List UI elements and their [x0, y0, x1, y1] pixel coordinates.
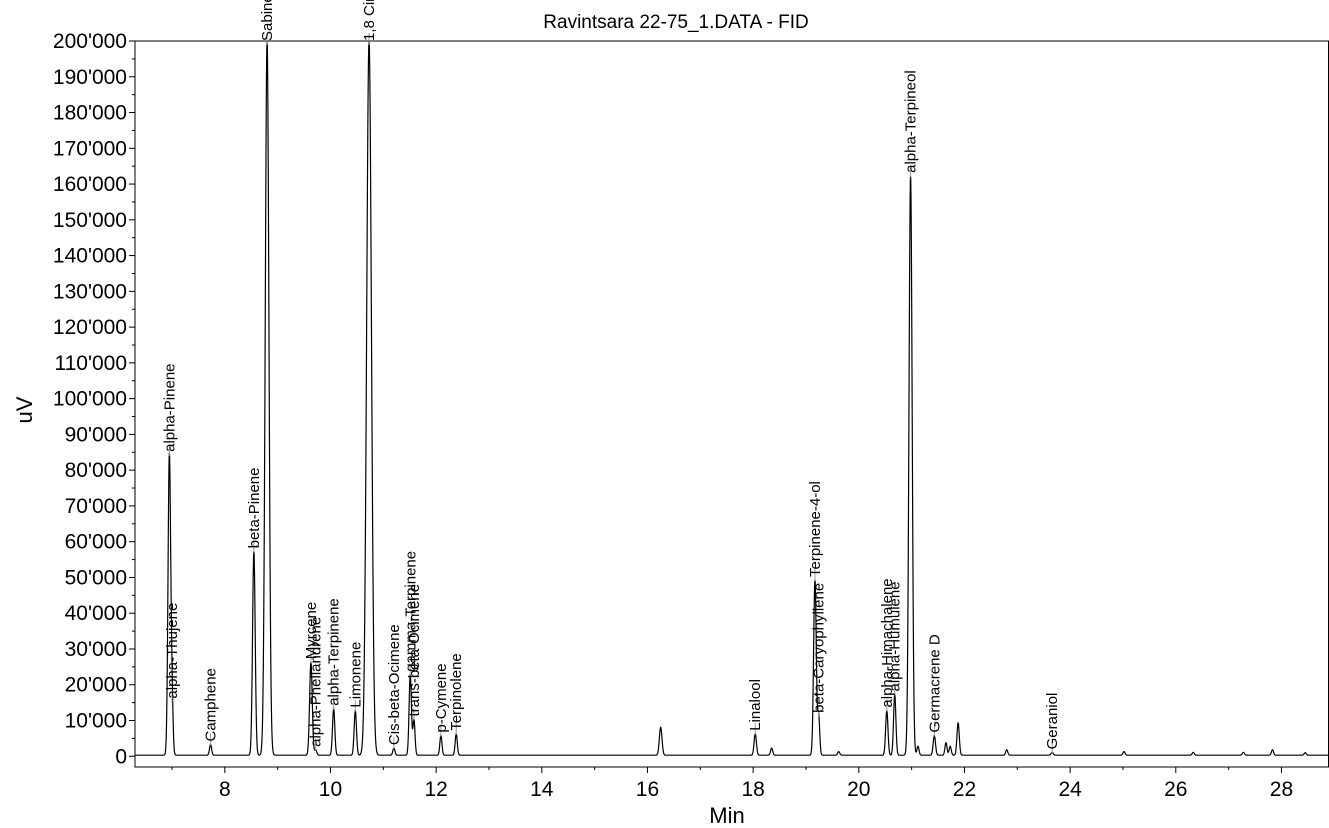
peak-label: beta-Caryophyllene: [811, 583, 828, 713]
peak-label: trans-beta-Ocimene: [406, 584, 423, 717]
peak-label: Linalool: [747, 679, 764, 731]
y-tick-label: 130'000: [53, 280, 127, 303]
y-tick-label: 60'000: [65, 531, 127, 554]
peak-label: gamma-Terpinene: [402, 551, 419, 672]
y-tick-label: 120'000: [53, 316, 127, 339]
y-tick-label: 140'000: [53, 245, 127, 268]
peak-label: alpha-Thujene: [164, 603, 181, 699]
x-tick-label: 14: [530, 778, 554, 801]
y-axis-ticks: 0 10'000 20'000 30'000 40'000 50'000 60'000 70'…: [53, 30, 135, 768]
x-tick-label: 24: [1058, 778, 1082, 801]
x-tick-label: 28: [1270, 778, 1293, 801]
peak-label: alpha-Himachalene: [879, 578, 896, 707]
peak-label: Germacrene D: [926, 634, 943, 733]
y-tick-label: 40'000: [65, 602, 127, 625]
peak-label: Cis-beta-Ocimene: [386, 624, 403, 745]
x-tick-label: 22: [953, 778, 976, 801]
peak-markers: [168, 33, 1053, 754]
peak-label: alpha-Terpinene: [326, 598, 343, 706]
peak-labels: alpha-Pinene alpha-Thujene Camphene beta-Pi…: [161, 0, 1061, 749]
peak-label: alpha-Humulene: [887, 581, 904, 691]
peak-label: alpha-Pinene: [161, 363, 178, 451]
y-tick-label: 0: [115, 745, 127, 768]
y-axis-label: uV: [12, 396, 37, 423]
y-tick-label: 90'000: [65, 423, 127, 446]
plot-area: alpha-Pinene alpha-Thujene Camphene beta-Pi…: [134, 0, 1329, 768]
chromatogram-trace: [135, 40, 1329, 756]
peak-label: Limonene: [347, 642, 364, 708]
y-tick-label: 10'000: [65, 710, 127, 733]
x-tick-label: 16: [636, 778, 659, 801]
y-tick-label: 150'000: [53, 209, 127, 232]
x-tick-label: 8: [219, 778, 231, 801]
x-tick-label: 10: [319, 778, 342, 801]
y-tick-label: 20'000: [65, 674, 127, 697]
x-tick-label: 12: [424, 778, 447, 801]
y-tick-label: 70'000: [65, 495, 127, 518]
peak-label: 1,8 Cineole: [361, 0, 378, 41]
y-tick-label: 110'000: [54, 352, 127, 375]
y-tick-label: 160'000: [53, 173, 127, 196]
peak-label: beta-Pinene: [246, 467, 263, 548]
x-tick-label: 26: [1164, 778, 1187, 801]
y-tick-label: 190'000: [53, 66, 127, 89]
peak-label: p-Cymene: [433, 663, 450, 732]
chart-title: Ravintsara 22-75_1.DATA - FID: [543, 12, 808, 33]
x-axis-label: Min: [709, 803, 744, 828]
peak-label: alpha-Terpineol: [903, 70, 920, 173]
peak-label: Sabinene: [259, 0, 276, 41]
peak-label: Terpinolene: [448, 653, 465, 731]
peak-label: Camphene: [203, 668, 220, 741]
peak-label: Myrcene: [303, 602, 320, 660]
y-tick-label: 100'000: [53, 388, 127, 411]
x-tick-label: 20: [847, 778, 870, 801]
peak-label: Geraniol: [1044, 693, 1061, 750]
x-axis-ticks: 8 10 12 14 16 18 20 22 24 26 28: [171, 767, 1293, 801]
peak-label: Terpinene-4-ol: [807, 481, 824, 577]
y-tick-label: 180'000: [53, 102, 127, 125]
peak-label: alpha-Phellandrene: [308, 617, 325, 747]
y-tick-label: 50'000: [65, 566, 127, 589]
y-tick-label: 30'000: [65, 638, 127, 661]
y-tick-label: 170'000: [53, 137, 127, 160]
y-tick-label: 200'000: [53, 30, 127, 53]
x-tick-label: 18: [741, 778, 764, 801]
y-tick-label: 80'000: [65, 459, 127, 482]
